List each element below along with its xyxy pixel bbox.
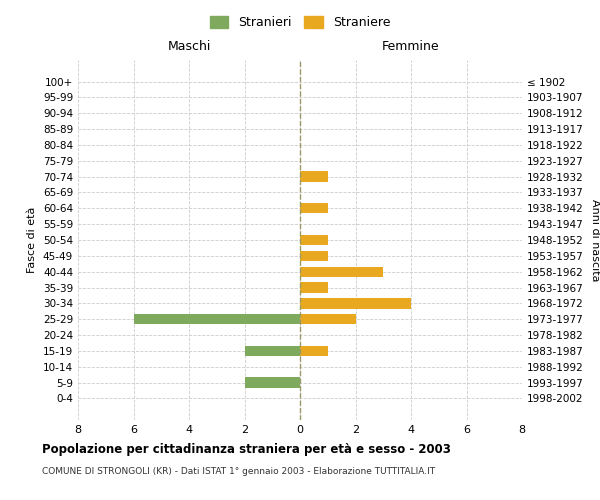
Text: COMUNE DI STRONGOLI (KR) - Dati ISTAT 1° gennaio 2003 - Elaborazione TUTTITALIA.: COMUNE DI STRONGOLI (KR) - Dati ISTAT 1°… <box>42 468 435 476</box>
Legend: Stranieri, Straniere: Stranieri, Straniere <box>205 11 395 34</box>
Y-axis label: Fasce di età: Fasce di età <box>28 207 37 273</box>
Bar <box>300 282 328 292</box>
Bar <box>300 250 328 261</box>
Text: Popolazione per cittadinanza straniera per età e sesso - 2003: Popolazione per cittadinanza straniera p… <box>42 442 451 456</box>
Bar <box>300 172 328 182</box>
Bar <box>300 346 328 356</box>
Bar <box>300 203 328 213</box>
Bar <box>245 378 300 388</box>
Bar <box>300 298 411 308</box>
Text: Femmine: Femmine <box>382 40 440 53</box>
Bar <box>245 346 300 356</box>
Bar <box>300 235 328 245</box>
Bar <box>133 314 300 324</box>
Text: Maschi: Maschi <box>167 40 211 53</box>
Y-axis label: Anni di nascita: Anni di nascita <box>590 198 600 281</box>
Bar <box>300 314 355 324</box>
Bar <box>300 266 383 277</box>
